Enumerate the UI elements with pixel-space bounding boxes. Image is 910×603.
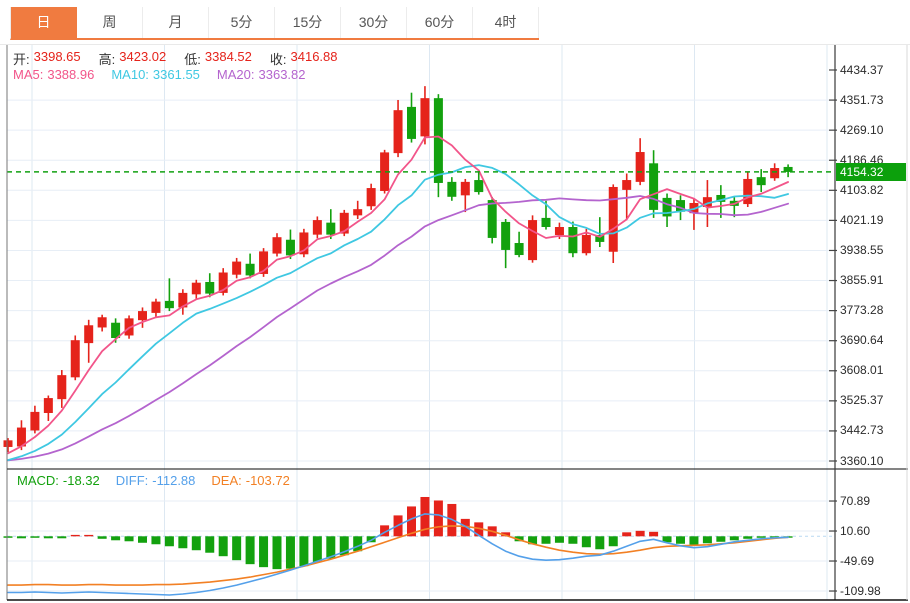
ma5-value: 3388.96 [47, 67, 95, 82]
macd-label: MACD: [17, 473, 59, 488]
last-price-badge: 4154.32 [836, 163, 906, 181]
tab-5min[interactable]: 5分 [209, 7, 275, 38]
diff-value: -112.88 [152, 473, 196, 488]
macd-legend: MACD: -18.32 DIFF: -112.88 DEA: -103.72 [17, 473, 290, 488]
close-label: 收: [269, 52, 287, 67]
close-value: 3416.88 [290, 49, 338, 64]
tab-week[interactable]: 周 [77, 7, 143, 38]
macd-value: -18.32 [62, 473, 100, 488]
ma-legend: MA5: 3388.96 MA10: 3361.55 MA20: 3363.82 [13, 67, 306, 82]
tab-30min[interactable]: 30分 [341, 7, 407, 38]
tab-15min[interactable]: 15分 [275, 7, 341, 38]
low-label: 低: [184, 52, 201, 67]
dea-value: -103.72 [245, 473, 290, 488]
ohlc-legend: 开: 3398.65 高: 3423.02 低: 3384.52 收: 3416.88 [13, 49, 338, 68]
tab-month[interactable]: 月 [143, 7, 209, 38]
ma20-label: MA20: [216, 67, 255, 82]
tab-60min[interactable]: 60分 [407, 7, 473, 38]
timeframe-toolbar: 日 周 月 5分 15分 30分 60分 4时 [0, 0, 910, 45]
diff-label: DIFF: [115, 473, 149, 488]
timeframe-tabs: 日 周 月 5分 15分 30分 60分 4时 [10, 7, 539, 40]
high-value: 3423.02 [119, 49, 167, 64]
ma10-value: 3361.55 [152, 67, 200, 82]
tab-4hour[interactable]: 4时 [473, 7, 539, 38]
open-label: 开: [13, 52, 30, 67]
ma5-label: MA5: [13, 67, 44, 82]
ma10-label: MA10: [111, 67, 149, 82]
tab-day[interactable]: 日 [11, 7, 77, 38]
ma20-value: 3363.82 [258, 67, 306, 82]
open-value: 3398.65 [33, 49, 81, 64]
dea-label: DEA: [211, 473, 242, 488]
low-value: 3384.52 [204, 49, 252, 64]
chart-canvas[interactable] [0, 45, 910, 603]
high-label: 高: [98, 52, 116, 67]
